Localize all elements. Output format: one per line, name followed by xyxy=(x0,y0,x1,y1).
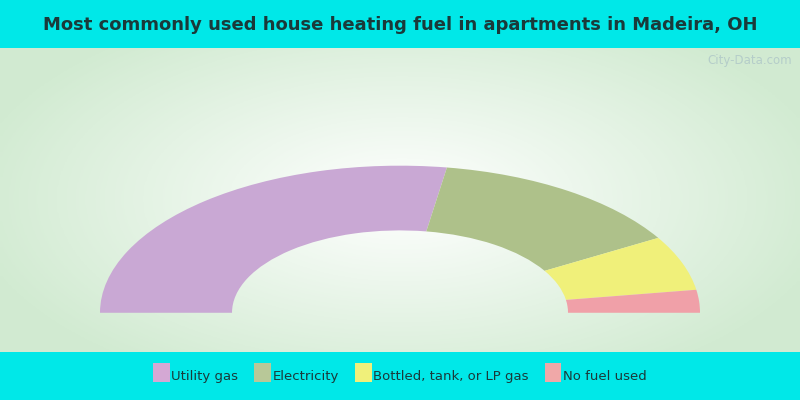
Legend: Utility gas, Electricity, Bottled, tank, or LP gas, No fuel used: Utility gas, Electricity, Bottled, tank,… xyxy=(148,364,652,388)
Text: City-Data.com: City-Data.com xyxy=(707,54,792,67)
Wedge shape xyxy=(545,238,696,300)
Wedge shape xyxy=(566,290,700,313)
Wedge shape xyxy=(426,168,658,271)
Text: Most commonly used house heating fuel in apartments in Madeira, OH: Most commonly used house heating fuel in… xyxy=(42,16,758,34)
Wedge shape xyxy=(100,166,447,313)
